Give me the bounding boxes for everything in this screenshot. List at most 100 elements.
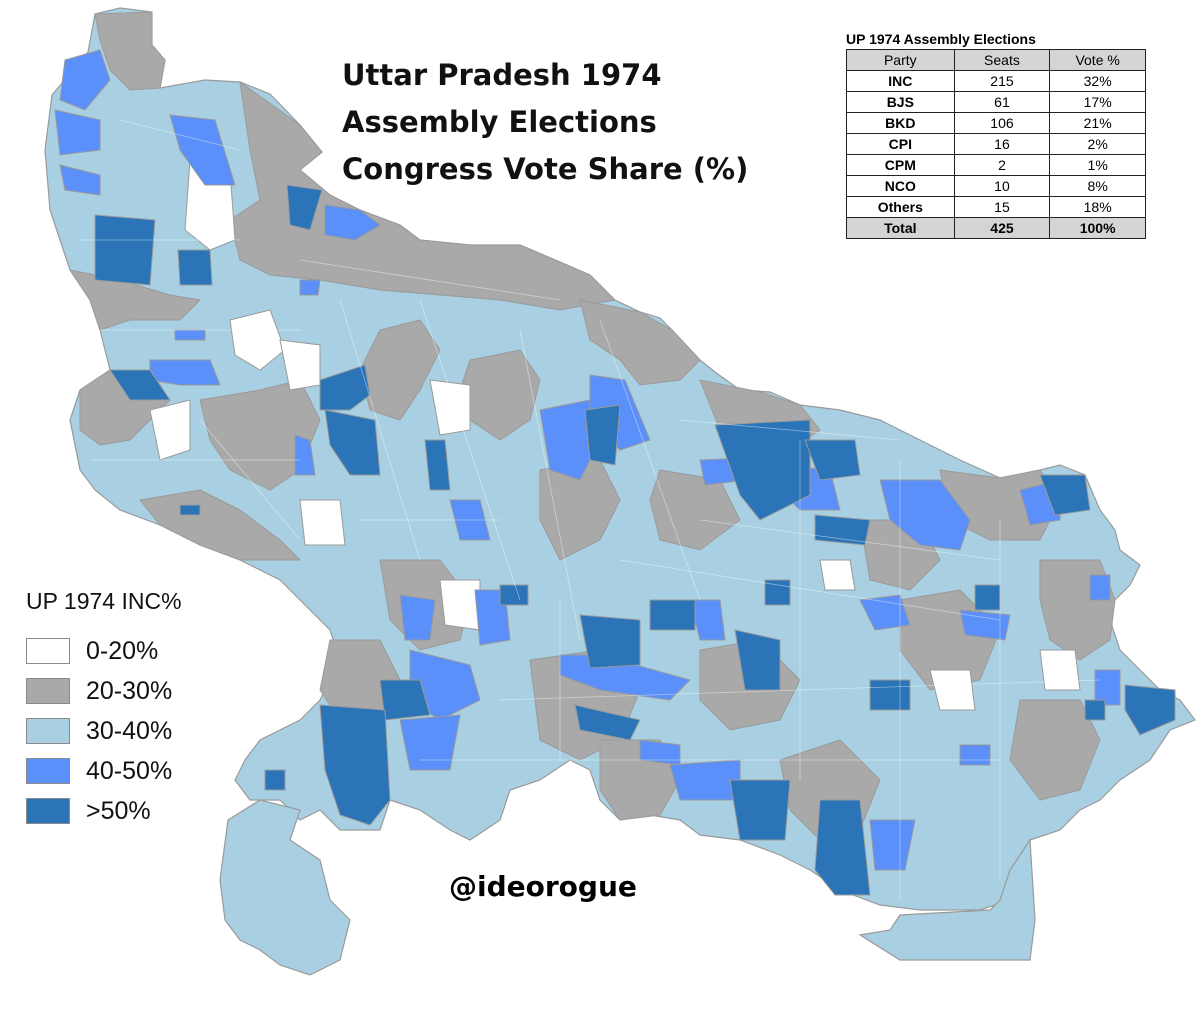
header-party: Party — [846, 49, 955, 71]
constituency-low-31 — [1039, 649, 1081, 691]
constituency-dark-86 — [729, 779, 791, 841]
total-seats-cell: 425 — [953, 217, 1051, 239]
constituency-dark-72 — [804, 439, 861, 481]
constituency-dark-73 — [814, 514, 871, 546]
party-cell: Others — [846, 196, 955, 218]
constituency-mid-58 — [1094, 669, 1121, 706]
table-row: BKD 106 21% — [846, 112, 1146, 134]
constituency-mid-55 — [859, 594, 911, 631]
vote-cell: 2% — [1049, 133, 1146, 155]
constituency-boundary — [679, 419, 901, 441]
constituency-low-30 — [929, 669, 976, 711]
title-line-1: Uttar Pradesh 1974 — [342, 58, 662, 92]
table-row: NCO 10 8% — [846, 175, 1146, 197]
constituency-mid-60 — [869, 819, 916, 871]
results-table: UP 1974 Assembly Elections Party Seats V… — [846, 31, 1146, 239]
seats-cell: 61 — [953, 91, 1051, 113]
constituency-dark-84 — [379, 679, 431, 721]
seats-cell: 106 — [953, 112, 1051, 134]
constituency-dark-89 — [499, 584, 529, 606]
constituency-dark-68 — [324, 409, 381, 476]
constituency-dark-66 — [109, 369, 171, 401]
constituency-boundary — [199, 419, 301, 541]
constituency-mid-56 — [959, 609, 1011, 641]
state-outline-south-lobe — [219, 799, 351, 976]
constituency-low-24 — [229, 309, 286, 371]
constituency-dark-71 — [714, 419, 811, 521]
legend-label: 20-30% — [86, 676, 173, 705]
constituency-low-29 — [299, 499, 346, 546]
constituency-grey-1 — [229, 80, 617, 311]
vote-cell: 17% — [1049, 91, 1146, 113]
author-credit: @ideorogue — [449, 870, 637, 903]
seats-cell: 16 — [953, 133, 1051, 155]
constituency-dark-87 — [814, 799, 871, 896]
constituency-boundary — [299, 259, 561, 301]
legend-item: 20-30% — [26, 671, 182, 711]
constituency-boundary — [419, 299, 521, 601]
party-cell: BKD — [846, 112, 955, 134]
constituency-grey-0 — [94, 11, 166, 91]
total-party-cell: Total — [846, 217, 955, 239]
constituency-mid-46 — [449, 499, 491, 541]
table-row: BJS 61 17% — [846, 91, 1146, 113]
constituency-dark-81 — [1084, 699, 1106, 721]
constituency-mid-38 — [149, 359, 221, 386]
constituency-low-32 — [819, 559, 856, 591]
constituency-dark-79 — [974, 584, 1001, 611]
constituency-dark-83 — [574, 704, 641, 741]
constituency-mid-34 — [54, 109, 101, 156]
constituency-boundary — [339, 299, 421, 561]
legend-swatch-30-40 — [26, 718, 70, 744]
legend-item: >50% — [26, 791, 182, 831]
constituency-dark-90 — [179, 504, 201, 516]
table-row: INC 215 32% — [846, 70, 1146, 92]
constituency-mid-39 — [294, 434, 316, 476]
legend-swatch-over-50 — [26, 798, 70, 824]
constituency-dark-64 — [177, 249, 213, 286]
legend-label: 30-40% — [86, 716, 173, 745]
constituency-dark-70 — [584, 404, 621, 466]
legend-item: 40-50% — [26, 751, 182, 791]
constituency-mid-47 — [399, 594, 436, 641]
constituency-dark-67 — [319, 364, 371, 411]
constituency-mid-57 — [959, 744, 991, 766]
header-vote: Vote % — [1049, 49, 1146, 71]
constituency-low-28 — [439, 579, 481, 631]
constituency-dark-74 — [1039, 474, 1091, 516]
constituency-mid-35 — [169, 114, 236, 186]
seats-cell: 10 — [953, 175, 1051, 197]
constituency-mid-36 — [59, 164, 101, 196]
title-line-3: Congress Vote Share (%) — [342, 152, 749, 186]
constituency-mid-52 — [399, 714, 461, 771]
constituency-dark-63 — [94, 214, 156, 286]
constituency-grey-2 — [68, 269, 202, 331]
legend-label: >50% — [86, 796, 151, 825]
constituency-boundary — [619, 559, 1001, 621]
table-row: CPM 2 1% — [846, 154, 1146, 176]
constituency-grey-8 — [579, 299, 701, 386]
total-vote-cell: 100% — [1049, 217, 1146, 239]
legend-item: 30-40% — [26, 711, 182, 751]
constituency-boundary — [499, 679, 1101, 701]
seats-cell: 215 — [953, 70, 1051, 92]
legend-swatch-0-20 — [26, 638, 70, 664]
constituency-mid-37 — [324, 204, 381, 241]
vote-cell: 21% — [1049, 112, 1146, 134]
legend-label: 40-50% — [86, 756, 173, 785]
constituency-boundary — [519, 329, 581, 641]
constituency-low-27 — [429, 379, 471, 436]
seats-cell: 15 — [953, 196, 1051, 218]
vote-cell: 8% — [1049, 175, 1146, 197]
legend-swatch-40-50 — [26, 758, 70, 784]
table-row: CPI 16 2% — [846, 133, 1146, 155]
constituency-dark-82 — [1124, 684, 1176, 736]
constituency-dark-88 — [264, 769, 286, 791]
constituency-low-26 — [149, 399, 191, 461]
constituency-boundary — [599, 319, 701, 601]
legend-title: UP 1974 INC% — [26, 588, 182, 614]
party-cell: CPI — [846, 133, 955, 155]
map-legend: UP 1974 INC% 0-20% 20-30% 30-40% 40-50% … — [26, 588, 182, 831]
total-row: Total 425 100% — [846, 217, 1146, 239]
